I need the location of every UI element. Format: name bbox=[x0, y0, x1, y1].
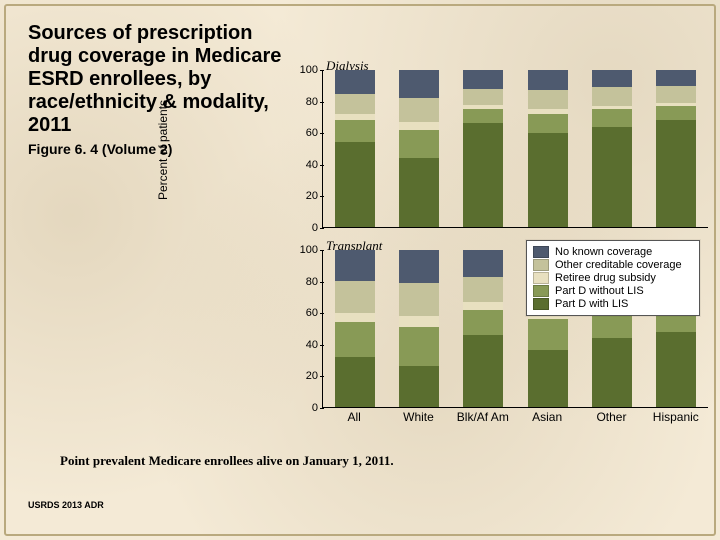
bar-segment bbox=[528, 133, 568, 227]
footer-source: USRDS 2013 ADR bbox=[28, 500, 104, 510]
y-tick: 100 bbox=[300, 64, 318, 76]
x-axis-labels: All White Blk/Af Am Asian Other Hispanic bbox=[322, 410, 708, 424]
bar-segment bbox=[592, 87, 632, 106]
bar-segment bbox=[399, 327, 439, 366]
legend-swatch bbox=[533, 298, 549, 310]
bars-dialysis bbox=[323, 70, 708, 227]
bar-segment bbox=[592, 127, 632, 227]
bar-segment bbox=[463, 310, 503, 335]
footnote: Point prevalent Medicare enrollees alive… bbox=[60, 453, 394, 469]
bar-segment bbox=[335, 94, 375, 114]
x-tick-label: Other bbox=[584, 410, 638, 424]
bar-segment bbox=[463, 250, 503, 277]
bar-segment bbox=[335, 70, 375, 94]
y-axis-dialysis: 020406080100 bbox=[288, 70, 322, 240]
y-tick: 0 bbox=[312, 402, 318, 414]
bar-segment bbox=[528, 114, 568, 133]
y-tick: 80 bbox=[306, 276, 318, 288]
bar-segment bbox=[399, 122, 439, 130]
bar-segment bbox=[399, 283, 439, 316]
legend-label: Part D with LIS bbox=[555, 298, 628, 310]
x-tick-label: Hispanic bbox=[649, 410, 703, 424]
bar-segment bbox=[335, 250, 375, 281]
bar bbox=[528, 70, 568, 227]
bar bbox=[335, 250, 375, 407]
chart-area: Percent of patients Dialysis 02040608010… bbox=[288, 70, 708, 440]
x-tick-label: Asian bbox=[520, 410, 574, 424]
y-tick: 60 bbox=[306, 127, 318, 139]
bar-segment bbox=[335, 313, 375, 322]
legend-swatch bbox=[533, 272, 549, 284]
y-tick: 80 bbox=[306, 96, 318, 108]
y-tick: 40 bbox=[306, 159, 318, 171]
bar-segment bbox=[656, 86, 696, 103]
x-tick-label: All bbox=[327, 410, 381, 424]
bar-segment bbox=[335, 142, 375, 227]
bar bbox=[463, 250, 503, 407]
bar-segment bbox=[528, 70, 568, 90]
legend-swatch bbox=[533, 259, 549, 271]
legend-label: Part D without LIS bbox=[555, 285, 644, 297]
bar bbox=[656, 70, 696, 227]
bar-segment bbox=[463, 302, 503, 310]
bar-segment bbox=[592, 109, 632, 126]
bar-segment bbox=[463, 277, 503, 302]
bar-segment bbox=[335, 322, 375, 357]
x-tick-label: Blk/Af Am bbox=[456, 410, 510, 424]
legend-label: Other creditable coverage bbox=[555, 259, 682, 271]
bar bbox=[592, 70, 632, 227]
legend-item: Other creditable coverage bbox=[533, 259, 693, 271]
bar-segment bbox=[399, 316, 439, 327]
bar bbox=[399, 70, 439, 227]
bar-segment bbox=[463, 123, 503, 227]
bar-segment bbox=[335, 281, 375, 312]
bar bbox=[463, 70, 503, 227]
bar-segment bbox=[399, 70, 439, 98]
legend-swatch bbox=[533, 246, 549, 258]
plot-dialysis bbox=[322, 70, 708, 228]
y-tick: 60 bbox=[306, 307, 318, 319]
legend-item: Part D with LIS bbox=[533, 298, 693, 310]
bar-segment bbox=[463, 89, 503, 105]
y-tick: 0 bbox=[312, 222, 318, 234]
bar-segment bbox=[656, 120, 696, 227]
y-tick: 40 bbox=[306, 339, 318, 351]
bar-segment bbox=[656, 106, 696, 120]
bar-segment bbox=[592, 338, 632, 407]
panel-dialysis: Dialysis 020406080100 bbox=[288, 70, 708, 240]
legend-label: Retiree drug subsidy bbox=[555, 272, 656, 284]
bar-segment bbox=[399, 250, 439, 283]
legend: No known coverageOther creditable covera… bbox=[526, 240, 700, 316]
x-tick-label: White bbox=[391, 410, 445, 424]
bar-segment bbox=[656, 332, 696, 407]
bar-segment bbox=[399, 158, 439, 227]
legend-item: Retiree drug subsidy bbox=[533, 272, 693, 284]
bar-segment bbox=[335, 357, 375, 407]
bar bbox=[399, 250, 439, 407]
y-tick: 100 bbox=[300, 244, 318, 256]
bar-segment bbox=[463, 109, 503, 123]
y-axis-transplant: 020406080100 bbox=[288, 250, 322, 420]
legend-label: No known coverage bbox=[555, 246, 652, 258]
y-tick: 20 bbox=[306, 370, 318, 382]
bar-segment bbox=[656, 70, 696, 86]
bar-segment bbox=[528, 350, 568, 407]
bar-segment bbox=[463, 70, 503, 89]
bar-segment bbox=[399, 98, 439, 122]
bar-segment bbox=[463, 335, 503, 407]
y-tick: 20 bbox=[306, 190, 318, 202]
bar-segment bbox=[399, 366, 439, 407]
bar-segment bbox=[335, 120, 375, 142]
legend-item: Part D without LIS bbox=[533, 285, 693, 297]
bar-segment bbox=[592, 70, 632, 87]
legend-swatch bbox=[533, 285, 549, 297]
bar-segment bbox=[399, 130, 439, 158]
bar-segment bbox=[528, 90, 568, 109]
legend-item: No known coverage bbox=[533, 246, 693, 258]
bar-segment bbox=[528, 319, 568, 350]
y-axis-label: Percent of patients bbox=[156, 50, 170, 250]
bar bbox=[335, 70, 375, 227]
